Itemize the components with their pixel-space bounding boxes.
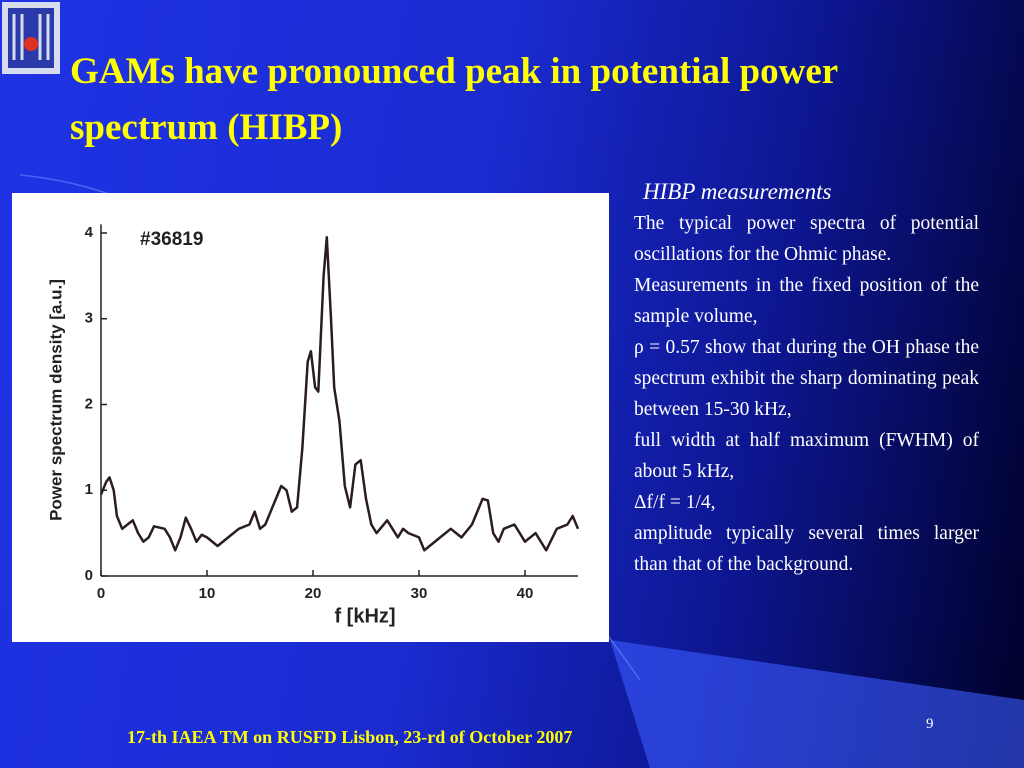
spectrum-line [99, 236, 580, 552]
footer: 17-th IAEA TM on RUSFD Lisbon, 23-rd of … [127, 727, 573, 747]
text-column: HIBP measurements The typical power spec… [634, 176, 979, 580]
chart-annotation: #36819 [140, 229, 203, 250]
y-axis-label: Power spectrum density [a.u.] [46, 279, 65, 521]
paragraph: The typical power spectra of potential o… [634, 213, 979, 265]
chart: #36819 f [kHz] Power spectrum density [a… [46, 224, 580, 627]
x-axis-label: f [kHz] [334, 605, 395, 627]
page-number: 9 [926, 716, 934, 732]
x-tick-label: 30 [411, 585, 428, 602]
y-tick-label: 3 [85, 310, 93, 327]
y-tick-label: 1 [85, 481, 93, 498]
x-tick-label: 10 [199, 585, 216, 602]
paragraph: ρ = 0.57 show that during the OH phase t… [634, 337, 979, 420]
x-tick-label: 20 [305, 585, 322, 602]
slide-title: GAMs have pronounced peak in potential p… [70, 51, 838, 148]
x-tick-label: 40 [517, 585, 534, 602]
paragraph: Measurements in the fixed position of th… [634, 275, 979, 327]
y-tick-label: 0 [85, 567, 93, 584]
paragraph: full width at half maximum (FWHM) of abo… [634, 430, 979, 482]
x-tick-label: 0 [97, 585, 105, 602]
paragraph: Δf/f = 1/4, [634, 492, 716, 513]
paragraph: amplitude typically several times larger… [634, 523, 979, 575]
y-tick-label: 2 [85, 395, 93, 412]
y-tick-label: 4 [85, 224, 94, 241]
chart-panel: #36819 f [kHz] Power spectrum density [a… [12, 193, 609, 642]
side-heading: HIBP measurements [643, 179, 832, 204]
